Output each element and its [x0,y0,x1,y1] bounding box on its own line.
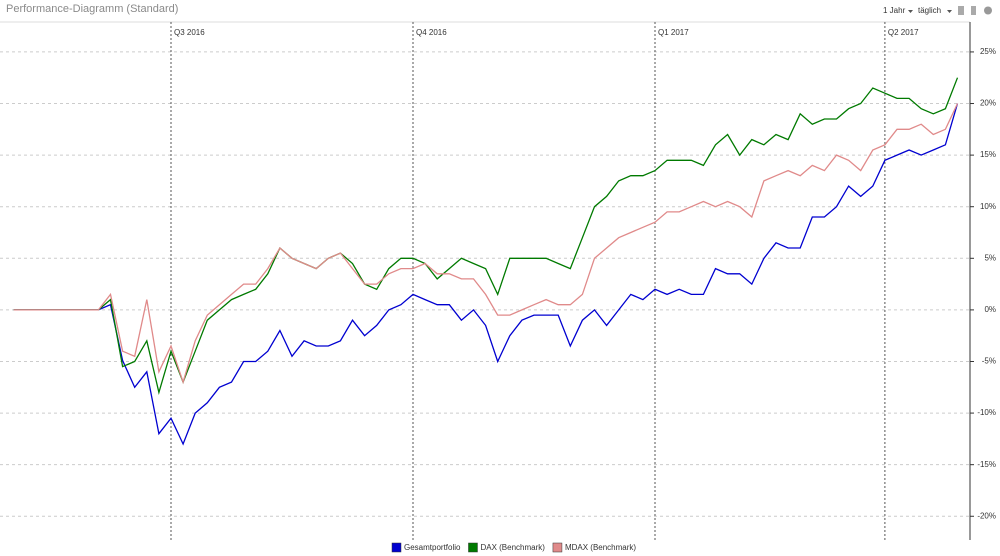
copy-icon[interactable] [971,6,976,15]
x-tick-label: Q4 2016 [416,28,447,37]
legend-swatch [391,542,402,553]
series-line [13,103,959,385]
series-line [13,103,959,446]
y-tick-label: 20% [980,99,996,108]
series-line [13,77,959,395]
y-tick-label: -15% [977,460,996,469]
legend-label: MDAX (Benchmark) [565,543,636,552]
y-tick-label: 10% [980,202,996,211]
x-tick-label: Q2 2017 [888,28,919,37]
legend-label: Gesamtportfolio [404,543,461,552]
y-tick-label: -5% [982,357,996,366]
export-icon[interactable] [958,6,964,15]
settings-icon[interactable] [984,6,992,15]
dropdown-arrow[interactable] [908,10,913,13]
x-tick-label: Q1 2017 [658,28,689,37]
y-tick-label: 5% [984,253,996,262]
dropdown-arrow[interactable] [947,10,952,13]
legend-swatch [552,542,563,553]
legend-label: DAX (Benchmark) [480,543,545,552]
legend-swatch [468,542,478,553]
y-tick-label: 25% [980,47,996,56]
y-tick-label: -10% [977,408,996,417]
x-tick-label: Q3 2016 [174,28,205,37]
chart-title: Performance-Diagramm (Standard) [6,3,178,15]
interval-select[interactable]: täglich [918,6,941,15]
y-tick-label: -20% [977,511,996,520]
legend: Gesamtportfolio DAX (Benchmark) MDAX (Benc… [391,542,636,553]
period-select[interactable]: 1 Jahr [883,6,906,15]
y-tick-label: 0% [984,305,996,314]
y-tick-label: 15% [980,150,996,159]
